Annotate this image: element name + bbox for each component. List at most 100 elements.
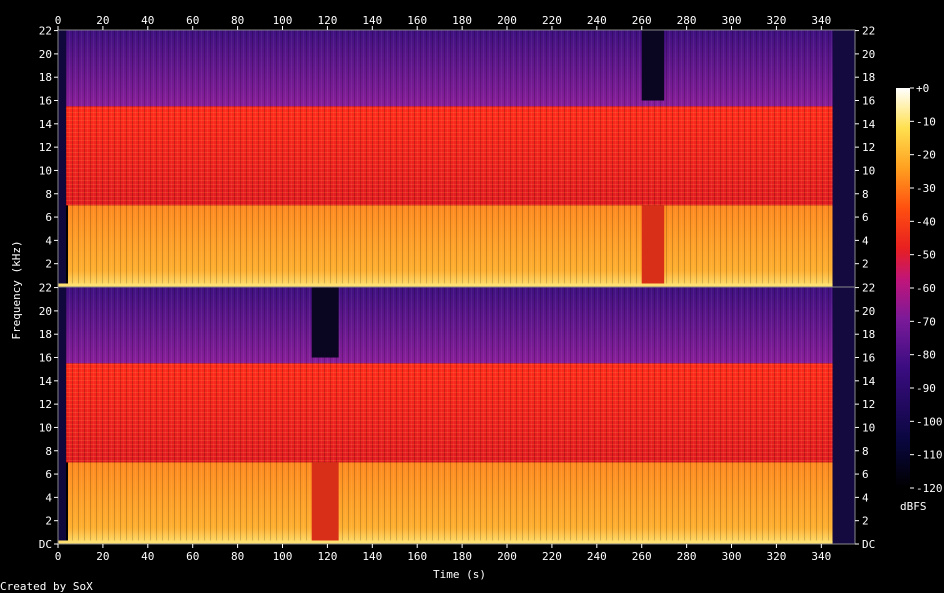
quiet-gap-top: [641, 30, 665, 101]
colorbar-tick-label: -120: [916, 482, 943, 495]
x-tick-label-bottom: 200: [497, 550, 517, 563]
x-tick-label-top: 80: [231, 14, 244, 27]
y-tick-label-right: 14: [862, 118, 876, 131]
x-tick-label-bottom: 180: [452, 550, 472, 563]
x-tick-label-bottom: 340: [811, 550, 831, 563]
x-tick-label-top: 340: [811, 14, 831, 27]
y-tick-label-right: 4: [862, 491, 869, 504]
y-tick-label-left: 22: [39, 282, 52, 295]
colorbar-tick-label: -40: [916, 215, 936, 228]
y-tick-label-right: 8: [862, 188, 869, 201]
colorbar-tick-label: +0: [916, 82, 929, 95]
dc-line: [58, 540, 833, 544]
x-tick-label-top: 320: [766, 14, 786, 27]
x-tick-label-top: 260: [632, 14, 652, 27]
x-tick-label-top: 100: [273, 14, 293, 27]
y-tick-label-right: 18: [862, 328, 875, 341]
x-axis-label: Time (s): [433, 568, 486, 581]
y-tick-label-right: 16: [862, 352, 875, 365]
x-tick-label-bottom: 80: [231, 550, 244, 563]
colorbar-label: dBFS: [900, 500, 927, 513]
x-tick-label-bottom: 40: [141, 550, 154, 563]
y-tick-label-right: 8: [862, 445, 869, 458]
y-tick-label-right: 20: [862, 305, 875, 318]
x-tick-label-bottom: 280: [677, 550, 697, 563]
x-tick-label-bottom: 140: [362, 550, 382, 563]
y-tick-label-right: 2: [862, 515, 869, 528]
y-tick-label-right: 12: [862, 141, 875, 154]
x-tick-label-top: 40: [141, 14, 154, 27]
y-tick-label-right: 10: [862, 164, 875, 177]
dc-line: [58, 283, 833, 287]
y-tick-label-left: 16: [39, 95, 52, 108]
x-tick-label-top: 120: [317, 14, 337, 27]
x-tick-label-top: 20: [96, 14, 109, 27]
x-tick-label-top: 240: [587, 14, 607, 27]
x-tick-label-bottom: 60: [186, 550, 199, 563]
colorbar-tick-label: -90: [916, 382, 936, 395]
channel-1-spectrogram: [58, 30, 855, 287]
y-tick-label-right: 6: [862, 211, 869, 224]
x-tick-label-top: 0: [55, 14, 62, 27]
y-tick-label-right: 14: [862, 375, 876, 388]
x-tick-label-bottom: 160: [407, 550, 427, 563]
footer-credit: Created by SoX: [0, 580, 93, 593]
x-tick-label-bottom: 0: [55, 550, 62, 563]
y-tick-label-left: 6: [45, 468, 52, 481]
y-tick-label-left: 6: [45, 211, 52, 224]
x-tick-label-bottom: 320: [766, 550, 786, 563]
x-tick-label-bottom: 120: [317, 550, 337, 563]
x-tick-label-top: 220: [542, 14, 562, 27]
x-tick-label-bottom: 260: [632, 550, 652, 563]
colorbar-gradient: [896, 88, 910, 488]
x-tick-label-top: 200: [497, 14, 517, 27]
colorbar-ticks: +0 -10 -20 -30 -40 -50 -60 -70 -80 -90 -100 -110 -12…: [910, 82, 943, 495]
y-tick-label-right: 16: [862, 95, 875, 108]
colorbar-tick-label: -100: [916, 415, 943, 428]
y-axis-label: Frequency (kHz): [10, 240, 23, 339]
y-tick-label-right: 18: [862, 71, 875, 84]
colorbar: +0 -10 -20 -30 -40 -50 -60 -70 -80 -90 -100 -110 -12…: [896, 82, 943, 513]
y-tick-label-left: DC: [39, 538, 52, 551]
y-tick-label-right: 4: [862, 234, 869, 247]
x-tick-label-bottom: 300: [722, 550, 742, 563]
y-tick-label-right: 20: [862, 48, 875, 61]
x-tick-label-bottom: 20: [96, 550, 109, 563]
colorbar-tick-label: -110: [916, 449, 943, 462]
y-tick-label-left: 22: [39, 25, 52, 38]
y-tick-label-right: DC: [862, 538, 875, 551]
quiet-gap-low: [311, 462, 339, 544]
y-tick-label-right: 12: [862, 398, 875, 411]
y-tick-label-right: 10: [862, 421, 875, 434]
x-tick-label-bottom: 100: [273, 550, 293, 563]
y-tick-label-left: 4: [45, 491, 52, 504]
colorbar-tick-label: -60: [916, 282, 936, 295]
fade-out: [832, 287, 855, 544]
x-tick-label-bottom: 220: [542, 550, 562, 563]
y-tick-label-right: 6: [862, 468, 869, 481]
y-tick-label-left: 8: [45, 445, 52, 458]
spectrogram-panels: [58, 30, 855, 544]
lead-in: [58, 287, 66, 544]
x-tick-label-top: 60: [186, 14, 199, 27]
y-tick-label-left: 14: [39, 118, 53, 131]
y-tick-label-left: 2: [45, 515, 52, 528]
colorbar-tick-label: -70: [916, 315, 936, 328]
y-tick-label-left: 20: [39, 305, 52, 318]
y-tick-label-left: 10: [39, 421, 52, 434]
x-tick-label-top: 160: [407, 14, 427, 27]
y-tick-label-left: 18: [39, 328, 52, 341]
colorbar-tick-label: -80: [916, 349, 936, 362]
y-tick-label-left: 20: [39, 48, 52, 61]
y-tick-label-right: 22: [862, 25, 875, 38]
y-tick-label-left: 4: [45, 234, 52, 247]
colorbar-tick-label: -20: [916, 149, 936, 162]
fade-out: [832, 30, 855, 287]
panel-frame: [57, 286, 856, 545]
texture: [66, 30, 849, 287]
x-axis-ticks: 0 0 20 20 40 40 60 60 80 80 100 100 120 120 140 140 160 1…: [55, 14, 832, 563]
y-tick-label-left: 18: [39, 71, 52, 84]
